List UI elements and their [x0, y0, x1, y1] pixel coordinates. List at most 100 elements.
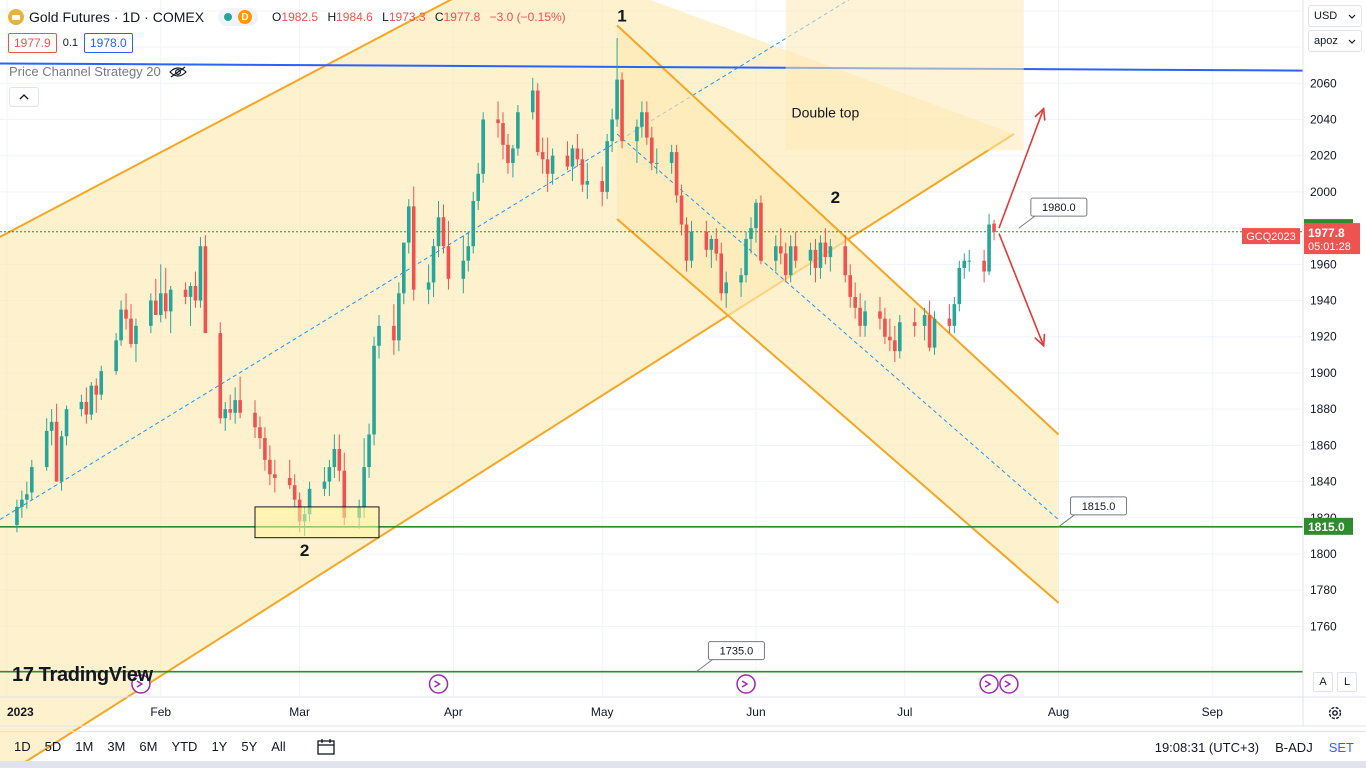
candle-body	[684, 224, 689, 261]
forecast-arrow-line	[998, 108, 1045, 229]
candle-body	[645, 112, 649, 138]
symbol-title[interactable]: Gold Futures · 1D · COMEX	[29, 9, 205, 25]
candle-body	[114, 340, 118, 372]
horizontal-levels	[0, 62, 1304, 673]
candle-body	[64, 409, 69, 437]
candle-body	[654, 162, 659, 164]
range-button-6m[interactable]: 6M	[139, 739, 158, 754]
session-settings-button[interactable]: SET	[1328, 739, 1354, 755]
candle-body	[749, 228, 753, 239]
candle-body	[49, 421, 54, 431]
candle-body	[853, 296, 857, 308]
y-tick-label: 2000	[1310, 185, 1337, 199]
candle-body	[501, 123, 505, 145]
bottom-toolbar: 1D 5D 1M 3M 6M YTD 1Y 5Y All 19:08:31 (UTC+3) B-…	[0, 731, 1366, 761]
candle-body	[367, 434, 371, 468]
y-tick-label: 1900	[1310, 366, 1337, 380]
settings-gear-icon[interactable]	[1326, 704, 1344, 722]
candle-body	[307, 488, 312, 515]
candle-body	[436, 217, 441, 247]
forecast-arrow-line	[998, 233, 1045, 347]
hidden-eye-icon[interactable]	[168, 66, 187, 78]
candle-body	[158, 293, 163, 316]
tradingview-mark-icon: 17	[12, 664, 34, 686]
last-price-text: 1977.8	[1308, 226, 1345, 240]
price-channels	[0, 0, 1060, 768]
open-value: 1982.5	[281, 10, 319, 24]
candle-body	[342, 470, 347, 518]
candle-body	[292, 485, 297, 500]
range-button-1d[interactable]: 1D	[14, 739, 31, 754]
range-button-5d[interactable]: 5D	[44, 739, 62, 754]
candle-body	[188, 286, 193, 297]
calendar-goto-icon[interactable]	[316, 738, 336, 756]
buy-button[interactable]: 1978.0	[84, 33, 133, 53]
symbol-tag-text: GCQ2023	[1246, 231, 1296, 243]
range-button-ytd[interactable]: YTD	[171, 739, 198, 754]
range-button-all[interactable]: All	[271, 739, 286, 754]
indicator-legend[interactable]: Price Channel Strategy 20	[9, 64, 187, 79]
candle-body	[54, 421, 59, 482]
channel-upper-line-rising	[0, 0, 453, 238]
candle-body	[912, 322, 917, 326]
candle-body	[932, 318, 937, 348]
range-button-5y[interactable]: 5Y	[241, 739, 258, 754]
candle-body	[124, 309, 128, 319]
candle-body	[992, 223, 996, 233]
candle-body	[788, 246, 793, 276]
candle-body	[392, 325, 396, 341]
candle-body	[570, 148, 575, 167]
candle-body	[783, 253, 788, 276]
candle-body	[332, 448, 337, 468]
candle-body	[778, 246, 783, 254]
candle-body	[44, 430, 49, 468]
candle-body	[193, 286, 198, 301]
candle-body	[506, 144, 510, 163]
candle-body	[947, 318, 952, 326]
clock-time[interactable]: 19:08:31 (UTC+3)	[1154, 739, 1260, 755]
candle-body	[516, 112, 520, 149]
market-open-dot-icon	[224, 13, 233, 21]
range-button-1y[interactable]: 1Y	[211, 739, 228, 754]
candle-body	[94, 385, 99, 395]
candle-body	[223, 409, 228, 419]
candle-body	[540, 152, 545, 160]
candle-body	[59, 436, 64, 482]
candle-body	[878, 311, 882, 319]
auto-scale-button[interactable]: A	[1313, 672, 1333, 692]
candle-body	[709, 238, 714, 250]
unit-select[interactable]: apoz	[1308, 30, 1362, 52]
collapse-legend-button[interactable]	[9, 87, 39, 107]
candle-body	[848, 275, 852, 297]
currency-select[interactable]: USD	[1308, 5, 1362, 27]
candle-body	[962, 260, 967, 268]
candle-body	[530, 90, 535, 113]
candle-body	[575, 148, 580, 160]
candle-body	[471, 200, 476, 247]
range-button-3m[interactable]: 3M	[107, 739, 126, 754]
y-tick-label: 1940	[1310, 294, 1337, 308]
candle-body	[218, 333, 223, 419]
candlestick-series	[15, 38, 996, 536]
chevron-down-icon	[1348, 39, 1356, 44]
candle-body	[650, 137, 654, 163]
candle-body	[476, 173, 480, 201]
candle-body	[823, 242, 828, 258]
candle-body	[372, 345, 376, 435]
callout-pointer	[696, 659, 713, 673]
last-price-box	[1304, 223, 1360, 255]
x-tick-label: May	[591, 705, 614, 719]
range-button-1m[interactable]: 1M	[75, 739, 94, 754]
candle-body	[863, 311, 867, 326]
candle-body	[327, 467, 332, 482]
drawings: 1 2 2 Double top 1980.0 1815.0 1735.0	[131, 0, 1128, 694]
sell-button[interactable]: 1977.9	[8, 33, 57, 53]
log-scale-button[interactable]: L	[1337, 672, 1357, 692]
candle-body	[704, 231, 709, 250]
channel-median-line-rising	[0, 0, 850, 521]
chevron-up-icon	[19, 94, 29, 100]
market-status[interactable]: D	[218, 8, 259, 26]
adjustment-toggle[interactable]: B-ADJ	[1275, 739, 1313, 755]
candle-body	[411, 206, 416, 290]
